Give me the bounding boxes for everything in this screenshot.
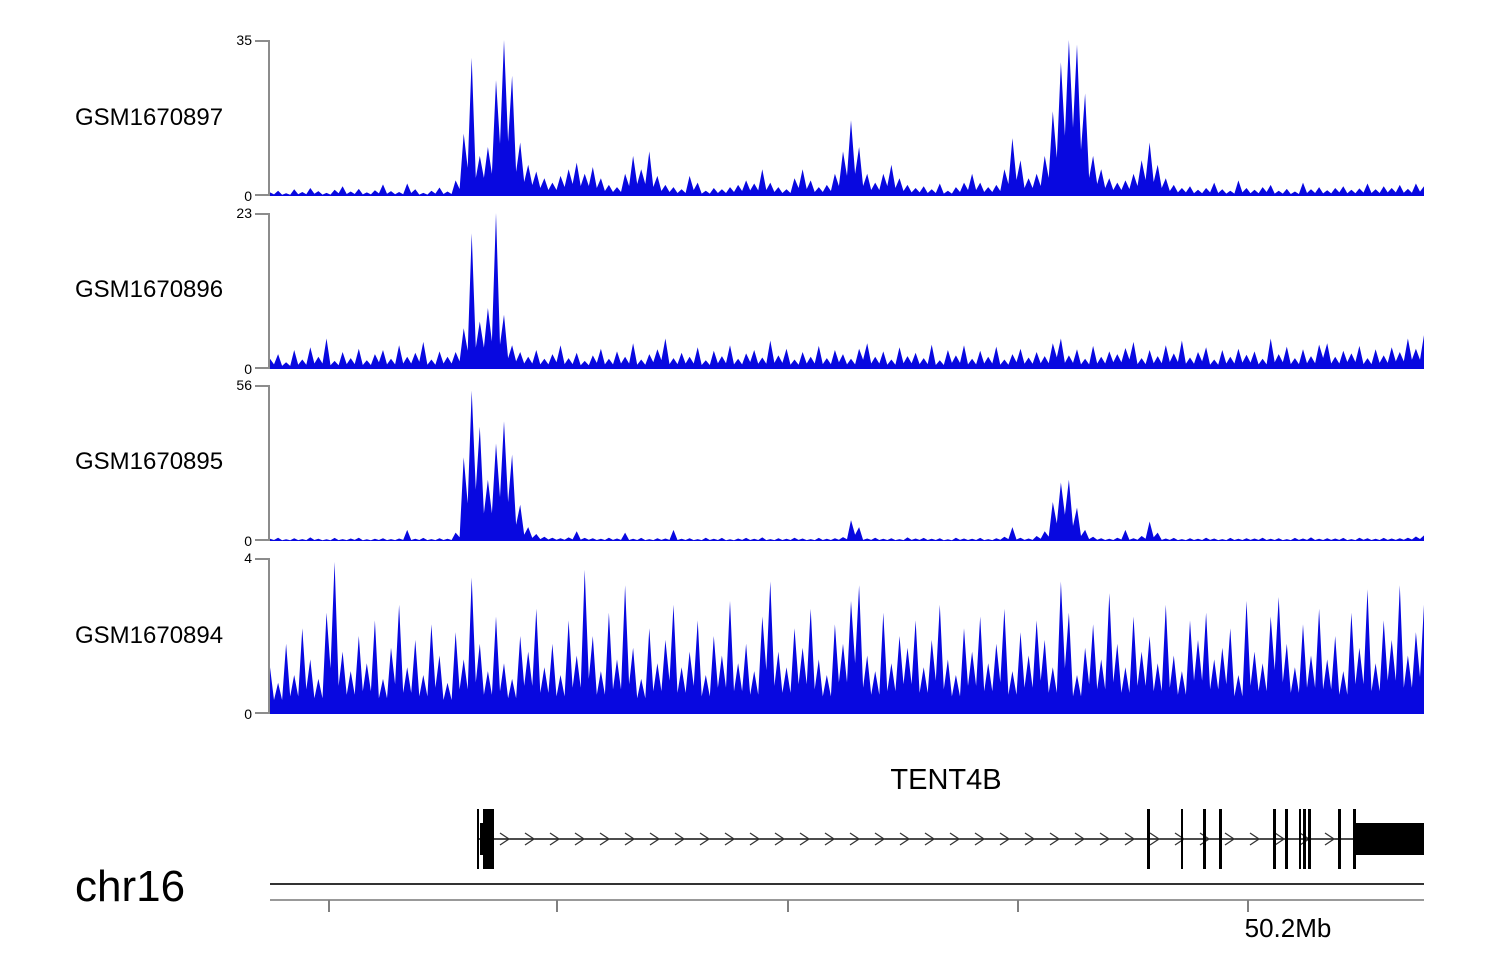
coverage-track: 35 0 — [236, 32, 1424, 204]
coverage-track: 23 0 — [236, 205, 1424, 377]
gene-name-label: TENT4B — [890, 764, 1002, 796]
coverage-signal — [255, 213, 1424, 369]
track-ymin-label: 0 — [244, 706, 252, 722]
track-ymax-label: 56 — [236, 377, 252, 393]
chromosome-line — [270, 883, 1424, 885]
track-ymin-label: 0 — [244, 361, 252, 377]
track-label: GSM1670895 — [75, 448, 224, 475]
coverage-signal — [255, 385, 1424, 541]
coverage-track: 56 0 — [236, 377, 1424, 549]
track-ymax-label: 35 — [236, 32, 252, 48]
coverage-signal — [255, 40, 1424, 196]
track-label: GSM1670896 — [75, 276, 224, 303]
track-ymin-label: 0 — [244, 188, 252, 204]
coverage-signal — [255, 558, 1424, 714]
track-ymax-label: 23 — [236, 205, 252, 221]
genome-axis — [270, 899, 1424, 912]
gene-model — [477, 809, 1424, 869]
track-ymin-label: 0 — [244, 533, 252, 549]
track-ymax-label: 4 — [244, 550, 252, 566]
axis-coordinate-label: 50.2Mb — [1244, 913, 1332, 943]
chromosome-label: chr16 — [75, 862, 186, 911]
coverage-track: 4 0 — [244, 550, 1424, 722]
track-label: GSM1670897 — [75, 104, 224, 131]
track-label: GSM1670894 — [75, 622, 224, 649]
